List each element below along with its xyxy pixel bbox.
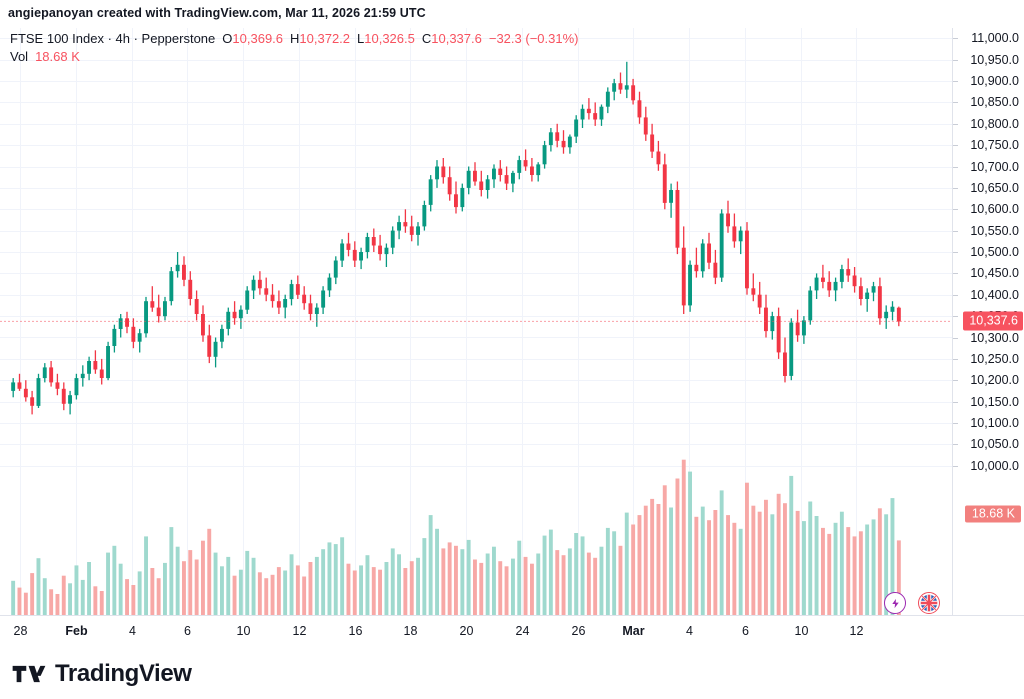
price-tick-dash [953, 187, 958, 189]
price-tick-label: 10,300.0 [970, 330, 1019, 345]
price-tick-label: 10,150.0 [970, 394, 1019, 409]
price-tick-label: 10,000.0 [970, 458, 1019, 473]
price-tick-label: 10,450.0 [970, 266, 1019, 281]
lightning-bolt-icon[interactable] [884, 592, 906, 614]
price-tick-dash [953, 294, 958, 296]
price-tick-label: 10,800.0 [970, 116, 1019, 131]
time-scale[interactable]: 28 Feb 4 6 10 12 16 18 20 24 26 Mar 4 6 10 12 [0, 615, 1024, 650]
time-tick-label: 16 [348, 624, 363, 638]
price-tick-label: 10,200.0 [970, 373, 1019, 388]
price-tick-label: 10,100.0 [970, 416, 1019, 430]
chart-plot-area[interactable] [0, 28, 952, 615]
price-tick-dash [953, 423, 958, 424]
time-tick-label: 4 [686, 624, 693, 638]
price-tick-label: 10,700.0 [970, 159, 1019, 174]
price-tick-label: 11,000.0 [971, 31, 1019, 46]
volume-badge: 18.68 K [964, 505, 1021, 523]
time-tick-label: 6 [742, 624, 749, 638]
price-tick-dash [953, 38, 958, 40]
price-tick-dash [953, 465, 958, 467]
time-tick-label: 24 [515, 624, 530, 638]
current-price-badge: 10,337.6 [963, 311, 1023, 331]
chart-frame: FTSE 100 Index · 4h · Pepperstone O10,369… [0, 28, 1024, 615]
time-tick-label: 18 [403, 624, 418, 638]
price-tick-dash [953, 59, 958, 61]
price-tick-dash [953, 81, 958, 82]
price-tick-label: 10,550.0 [970, 223, 1019, 238]
price-tick-dash [953, 166, 958, 168]
candlestick-series [0, 61, 952, 615]
price-tick-dash [953, 316, 958, 318]
price-tick-dash [953, 230, 958, 232]
price-tick-dash [953, 444, 958, 446]
time-tick-label: 10 [236, 624, 251, 638]
time-tick-label: 26 [571, 624, 586, 638]
price-tick-dash [953, 358, 958, 360]
time-tick-label: 6 [184, 624, 191, 638]
time-tick-label: 28 [13, 624, 28, 638]
price-tick-label: 10,850.0 [970, 95, 1019, 110]
price-tick-dash [953, 380, 958, 382]
attribution-text: angiepanoyan created with TradingView.co… [8, 6, 426, 20]
tradingview-wordmark: TradingView [55, 660, 192, 687]
tradingview-mark-icon [12, 665, 46, 683]
uk-flag-icon[interactable] [918, 592, 940, 614]
chart-gridlines [0, 28, 952, 615]
time-tick-label: 12 [292, 624, 307, 638]
tradingview-logo: TradingView [12, 660, 192, 688]
price-tick-label: 10,050.0 [970, 437, 1019, 452]
price-tick-dash [953, 252, 958, 253]
price-tick-dash [953, 123, 958, 125]
price-tick-dash [953, 401, 958, 403]
price-tick-dash [953, 145, 958, 147]
time-tick-label: Feb [65, 624, 88, 638]
price-tick-label: 10,900.0 [970, 74, 1019, 88]
price-tick-label: 10,500.0 [970, 245, 1019, 259]
price-tick-label: 10,750.0 [970, 138, 1019, 153]
price-tick-label: 10,950.0 [970, 52, 1019, 67]
price-scale[interactable]: 11,000.0 10,950.0 10,900.0 10,850.0 10,800.0… [952, 28, 1024, 615]
footer: TradingView [0, 649, 1024, 699]
price-tick-dash [953, 209, 958, 211]
price-tick-dash [953, 273, 958, 275]
price-tick-dash [953, 102, 958, 104]
price-tick-label: 10,400.0 [970, 287, 1019, 302]
time-tick-label: Mar [622, 624, 645, 638]
time-tick-label: 12 [849, 624, 864, 638]
price-tick-label: 10,600.0 [970, 202, 1019, 217]
time-tick-label: 4 [129, 624, 136, 638]
time-tick-label: 10 [794, 624, 809, 638]
price-tick-label: 10,250.0 [970, 351, 1019, 366]
price-tick-label: 10,650.0 [970, 180, 1019, 195]
time-tick-label: 20 [459, 624, 474, 638]
price-tick-dash [953, 337, 958, 339]
